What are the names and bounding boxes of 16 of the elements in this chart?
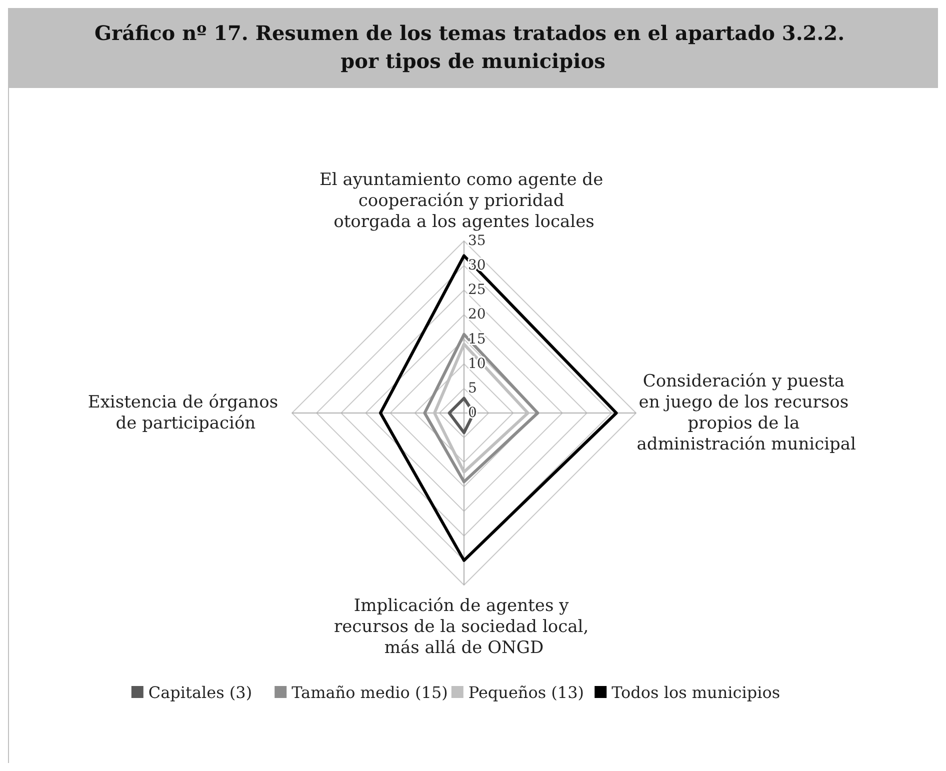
legend-label: Pequeños (13) <box>468 683 584 702</box>
y-tick-label: 15 <box>468 331 486 348</box>
spoke-label: Implicación de agentes y recursos de la sociedad local, más allá de ONGD <box>334 596 594 658</box>
legend-label: Todos los municipios <box>612 683 780 702</box>
spoke-label: El ayuntamiento como agente de cooperación y prioridad otorgada a los agentes locales <box>319 170 609 232</box>
legend-label: Capitales (3) <box>148 683 252 702</box>
spoke-label: Consideración y puesta en juego de los recursos propios de la administración municipal <box>636 372 856 454</box>
y-tick-label: 0 <box>468 405 477 421</box>
spoke-label: Existencia de órganos de participación <box>88 392 284 434</box>
y-tick-label: 35 <box>468 233 486 249</box>
y-tick-label: 10 <box>468 356 486 372</box>
y-tick-label: 20 <box>468 306 486 323</box>
y-tick-label: 25 <box>468 282 486 298</box>
y-tick-label: 5 <box>468 380 477 396</box>
chart-title: Gráfico nº 17. Resumen de los temas tratados en el apartado 3.2.2. por tipos de municipios <box>94 21 852 73</box>
legend-label: Tamaño medio (15) <box>292 683 448 702</box>
